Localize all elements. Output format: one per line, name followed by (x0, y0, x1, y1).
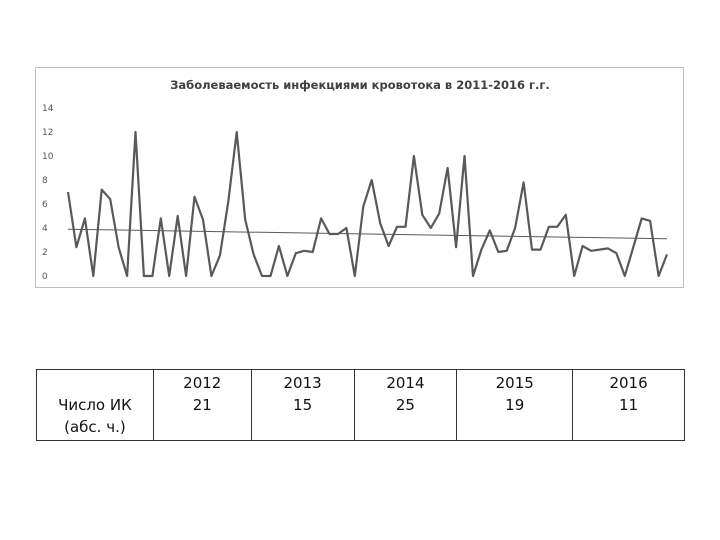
y-tick-label: 8 (42, 176, 48, 186)
trend-line (67, 228, 668, 240)
year-cell: 2014 25 (353, 369, 458, 441)
y-tick-label: 4 (42, 224, 48, 234)
year-label: 2013 (283, 374, 322, 392)
row-header-cell: Число ИК (абс. ч.) (36, 369, 154, 441)
y-tick-label: 2 (42, 248, 48, 258)
count-value: 19 (505, 396, 525, 414)
y-tick-label: 12 (42, 128, 53, 138)
year-label: 2015 (495, 374, 534, 392)
year-cell: 2013 15 (250, 369, 355, 441)
table-row: Число ИК (абс. ч.) 2012 21 2013 15 2014 … (36, 369, 685, 441)
y-tick-label: 0 (42, 272, 48, 282)
year-cell: 2015 19 (456, 369, 574, 441)
year-label: 2012 (183, 374, 222, 392)
count-value: 21 (192, 396, 212, 414)
year-label: 2014 (386, 374, 425, 392)
count-value: 25 (395, 396, 415, 414)
y-tick-label: 10 (42, 152, 54, 162)
count-value: 11 (619, 396, 639, 414)
incidence-table: Число ИК (абс. ч.) 2012 21 2013 15 2014 … (36, 369, 685, 441)
year-cell: 2016 11 (572, 369, 685, 441)
series-line (66, 130, 669, 278)
count-value: 15 (293, 396, 313, 414)
year-cell: 2012 21 (152, 369, 252, 441)
y-tick-label: 6 (42, 200, 48, 210)
row-label-line2: (абс. ч.) (64, 418, 126, 436)
chart-title: Заболеваемость инфекциями кровотока в 20… (170, 78, 550, 92)
year-label: 2016 (609, 374, 648, 392)
y-tick-label: 14 (42, 104, 54, 114)
row-label-line1: Число ИК (58, 396, 132, 414)
